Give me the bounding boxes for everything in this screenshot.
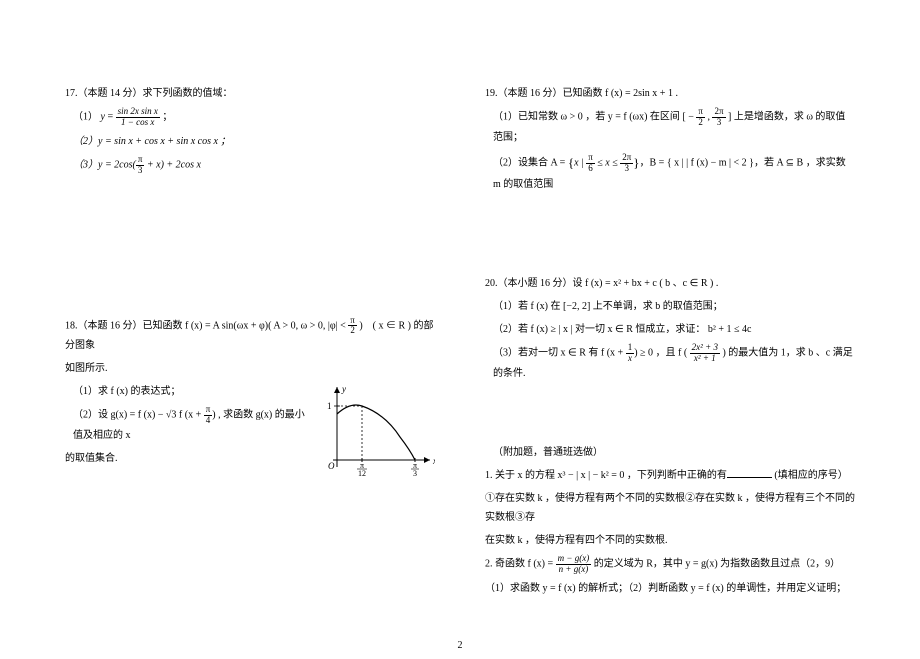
q19-header: 19.（本题 16 分）已知函数 f (x) = 2sin x + 1 . [485,84,855,103]
q18-p2a: （2）设 g(x) = f (x) − √3 f (x + [73,410,204,421]
q17-p3b: + x) + 2cos x [144,159,201,170]
left-column: 17.（本题 14 分）求下列函数的值域： （1） y = sin 2x sin… [40,80,460,614]
extra-l4: 2. 奇函数 f (x) = m − g(x)n + g(x) 的定义域为 R，… [485,554,855,575]
q18-p2fd: 4 [204,416,213,426]
q18-ha: 18.（本题 16 分）已知函数 f (x) = A sin(ωx + φ)( … [65,320,348,331]
q18-header-line1: 18.（本题 16 分）已知函数 f (x) = A sin(ωx + φ)( … [65,316,435,356]
graph-origin: O [328,461,335,471]
q20-f1d: x [626,354,635,364]
extra-l5: （1）求函数 y = f (x) 的解析式；（2）判断函数 y = f (x) … [485,579,855,598]
q19-p2a: （2）设集合 A = [493,157,568,168]
q19-f2d: 3 [712,118,725,128]
q17-p1-den: 1 − cos x [116,118,160,128]
q17-p3a: （3）y = 2cos( [73,159,136,170]
extra-questions: （附加题，普通班选做） 1. 关于 x 的方程 x³ − | x | − k² … [485,443,855,598]
page-content: 17.（本题 14 分）求下列函数的值域： （1） y = sin 2x sin… [0,0,920,634]
q19-part1: （1）已知常数 ω > 0 ，若 y = f (ωx) 在区间 [ − π2 ,… [493,107,855,147]
q19-sa2: ≤ x ≤ [595,157,620,168]
extra-l4a: 2. 奇函数 f (x) = [485,559,556,570]
q17-part1: （1） y = sin 2x sin x 1 − cos x ； [73,107,435,128]
spacer-r2 [485,399,855,439]
q20-p3a: （3）若对一切 x ∈ R 有 f (x + [493,348,626,359]
q20-f2d: x² + 1 [690,354,720,364]
right-column: 19.（本题 16 分）已知函数 f (x) = 2sin x + 1 . （1… [460,80,880,614]
extra-l1a: 1. 关于 x 的方程 x³ − | x | − k² = 0 ，下列判断中正确… [485,470,727,481]
blank-fill [727,477,772,478]
question-20: 20.（本小题 16 分）设 f (x) = x² + bx + c ( b 、… [485,274,855,383]
q20-p3b: ) ≥ 0 ，且 f ( [634,348,689,359]
graph-y-label: y [341,384,346,394]
graph-y1: 1 [327,401,332,411]
spacer-r1 [485,210,855,270]
q18-hfd: 2 [348,326,357,336]
q19-sa1: x | [574,157,586,168]
graph-x2d: 3 [413,469,417,477]
extra-l3: 在实数 k ，使得方程有四个不同的实数根. [485,531,855,550]
spacer [65,192,435,312]
q17-header: 17.（本题 14 分）求下列函数的值域： [65,84,435,103]
q18-header-line2: 如图所示. [65,359,435,378]
q17-p1-prefix: （1） [73,112,98,123]
extra-l4d: n + g(x) [556,565,592,575]
q20-part2: （2）若 f (x) ≥ | x | 对一切 x ∈ R 恒成立，求证： b² … [493,320,855,339]
extra-l4b: 的定义域为 R，其中 y = g(x) 为指数函数且过点（2，9） [591,559,840,570]
q19-f3n: π [586,153,595,164]
q19-f4d: 3 [620,164,633,174]
extra-l2: ①存在实数 k ，使得方程有两个不同的实数根②存在实数 k ，使得方程有三个不同… [485,489,855,527]
q17-part2: （2）y = sin x + cos x + sin x cos x ； [73,132,435,151]
q19-f1d: 2 [696,118,705,128]
graph-x-label: x [432,456,435,466]
extra-l1b: (填相应的序号） [772,470,848,481]
q20-part3: （3）若对一切 x ∈ R 有 f (x + 1x) ≥ 0 ，且 f ( 2x… [493,343,855,383]
q19-p1a: （1）已知常数 ω > 0 ，若 y = f (ωx) 在区间 [ − [493,112,696,123]
extra-title: （附加题，普通班选做） [493,443,855,462]
graph-x1d: 12 [358,469,366,477]
question-18: 18.（本题 16 分）已知函数 f (x) = A sin(ωx + φ)( … [65,316,435,485]
q19-f4n: 2π [620,153,633,164]
extra-l1: 1. 关于 x 的方程 x³ − | x | − k² = 0 ，下列判断中正确… [485,466,855,485]
q19-part2: （2）设集合 A = {x | π6 ≤ x ≤ 2π3}，B = { x | … [493,151,855,195]
q20-header: 20.（本小题 16 分）设 f (x) = x² + bx + c ( b 、… [485,274,855,293]
question-17: 17.（本题 14 分）求下列函数的值域： （1） y = sin 2x sin… [65,84,435,176]
q17-part3: （3）y = 2cos(π3 + x) + 2cos x [73,155,435,176]
q19-f3d: 6 [586,164,595,174]
q19-p1b: , [705,112,713,123]
page-number: 2 [0,640,920,659]
q18-graph: x y O 1 π 12 π 3 [315,382,435,484]
q20-part1: （1）若 f (x) 在 [−2, 2] 上不单调，求 b 的取值范围； [493,297,855,316]
q17-p1-suffix: ； [162,112,172,123]
question-19: 19.（本题 16 分）已知函数 f (x) = 2sin x + 1 . （1… [485,84,855,194]
